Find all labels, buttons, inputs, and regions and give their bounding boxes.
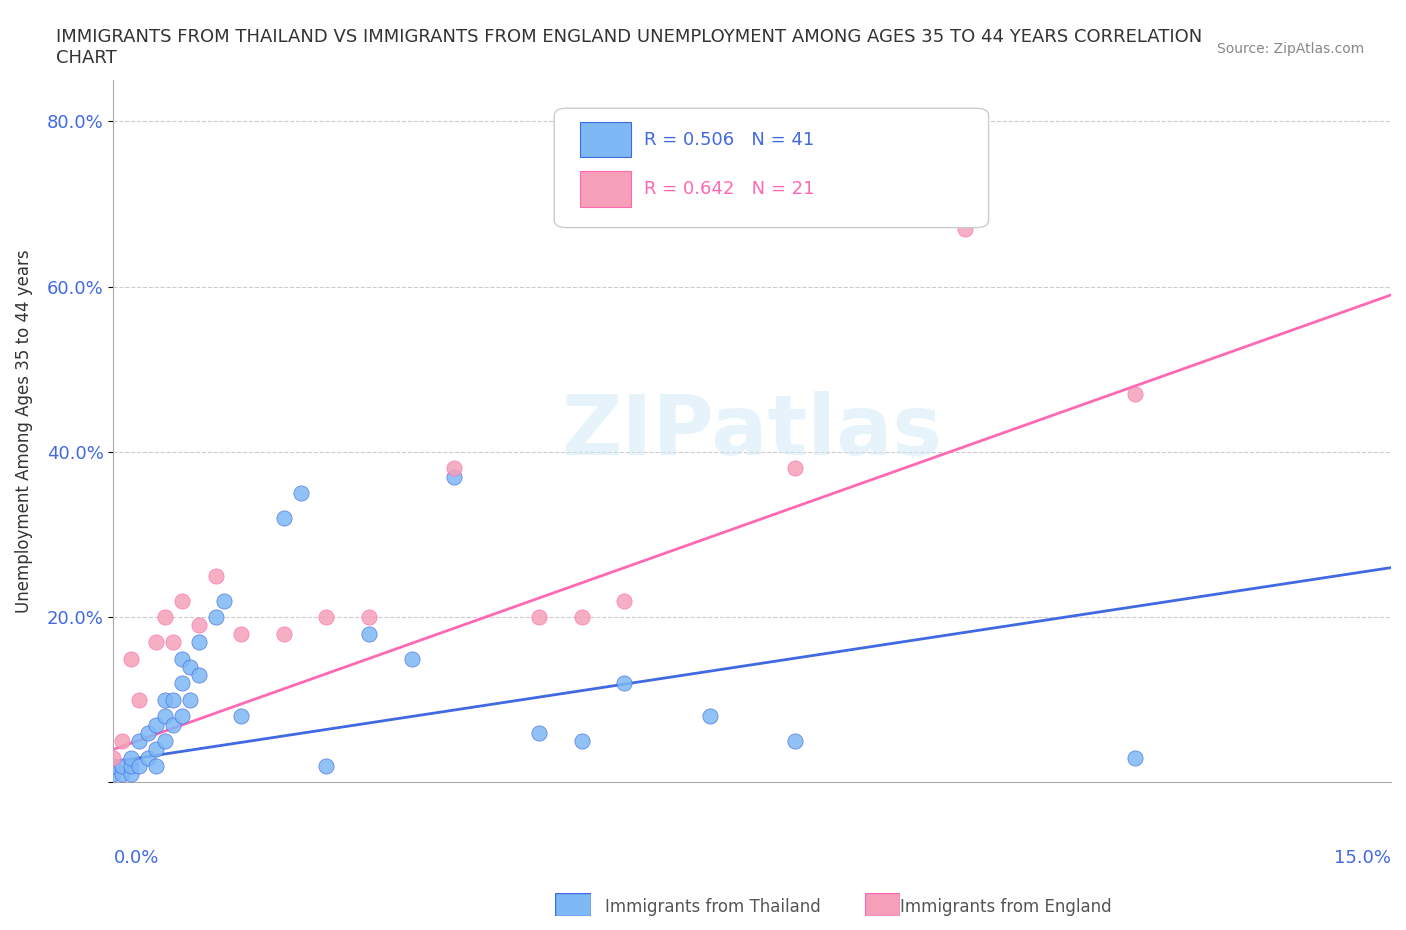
Point (273, 511, 295, 525)
Text: IMMIGRANTS FROM THAILAND VS IMMIGRANTS FROM ENGLAND UNEMPLOYMENT AMONG AGES 35 T: IMMIGRANTS FROM THAILAND VS IMMIGRANTS F… (56, 28, 1202, 67)
Point (315, 610, 337, 625)
Text: 15.0%: 15.0% (1334, 849, 1391, 867)
Point (170, 593, 193, 608)
Point (443, 461, 465, 476)
Point (357, 610, 380, 625)
Point (111, 759, 134, 774)
Point (179, 659, 201, 674)
Point (120, 651, 142, 666)
Point (162, 634, 184, 649)
Text: Source: ZipAtlas.com: Source: ZipAtlas.com (1216, 42, 1364, 56)
Point (1125, 387, 1147, 402)
Text: ZIPatlas: ZIPatlas (562, 391, 943, 472)
Point (613, 676, 636, 691)
Point (401, 651, 423, 666)
Point (145, 759, 167, 774)
Point (529, 610, 551, 625)
Point (111, 766, 134, 781)
Point (187, 618, 209, 633)
Point (145, 717, 167, 732)
Point (187, 634, 209, 649)
Point (128, 759, 150, 774)
Point (136, 725, 159, 740)
Point (120, 751, 142, 765)
Y-axis label: Unemployment Among Ages 35 to 44 years: Unemployment Among Ages 35 to 44 years (15, 249, 32, 613)
Point (162, 693, 184, 708)
Point (443, 470, 465, 485)
Point (231, 626, 253, 641)
Point (315, 759, 337, 774)
Point (1125, 751, 1147, 765)
Text: R = 0.506   N = 41: R = 0.506 N = 41 (644, 131, 814, 149)
Bar (579, 171, 631, 206)
Point (111, 734, 134, 749)
Point (273, 626, 295, 641)
Point (204, 610, 226, 625)
FancyBboxPatch shape (554, 108, 988, 228)
Point (145, 634, 167, 649)
Point (120, 766, 142, 781)
Point (571, 734, 593, 749)
Bar (579, 122, 631, 157)
Text: Immigrants from England: Immigrants from England (900, 897, 1112, 916)
Point (187, 668, 209, 683)
Point (204, 568, 226, 583)
Point (613, 593, 636, 608)
Text: R = 0.642   N = 21: R = 0.642 N = 21 (644, 180, 814, 198)
Point (170, 709, 193, 724)
Point (179, 693, 201, 708)
Point (103, 766, 125, 781)
Point (783, 734, 806, 749)
Point (529, 725, 551, 740)
Point (170, 676, 193, 691)
Point (128, 734, 150, 749)
Point (153, 693, 176, 708)
Point (145, 742, 167, 757)
Point (136, 751, 159, 765)
Point (290, 485, 312, 500)
Point (571, 610, 593, 625)
Point (953, 221, 976, 236)
Text: Immigrants from Thailand: Immigrants from Thailand (605, 897, 820, 916)
Point (212, 593, 235, 608)
Point (783, 461, 806, 476)
Point (120, 759, 142, 774)
Point (103, 751, 125, 765)
Point (699, 709, 721, 724)
Point (128, 693, 150, 708)
Point (153, 734, 176, 749)
Point (357, 626, 380, 641)
Point (153, 610, 176, 625)
Text: 0.0%: 0.0% (114, 849, 159, 867)
Point (103, 759, 125, 774)
Point (170, 651, 193, 666)
Point (153, 709, 176, 724)
Point (231, 709, 253, 724)
Point (162, 717, 184, 732)
